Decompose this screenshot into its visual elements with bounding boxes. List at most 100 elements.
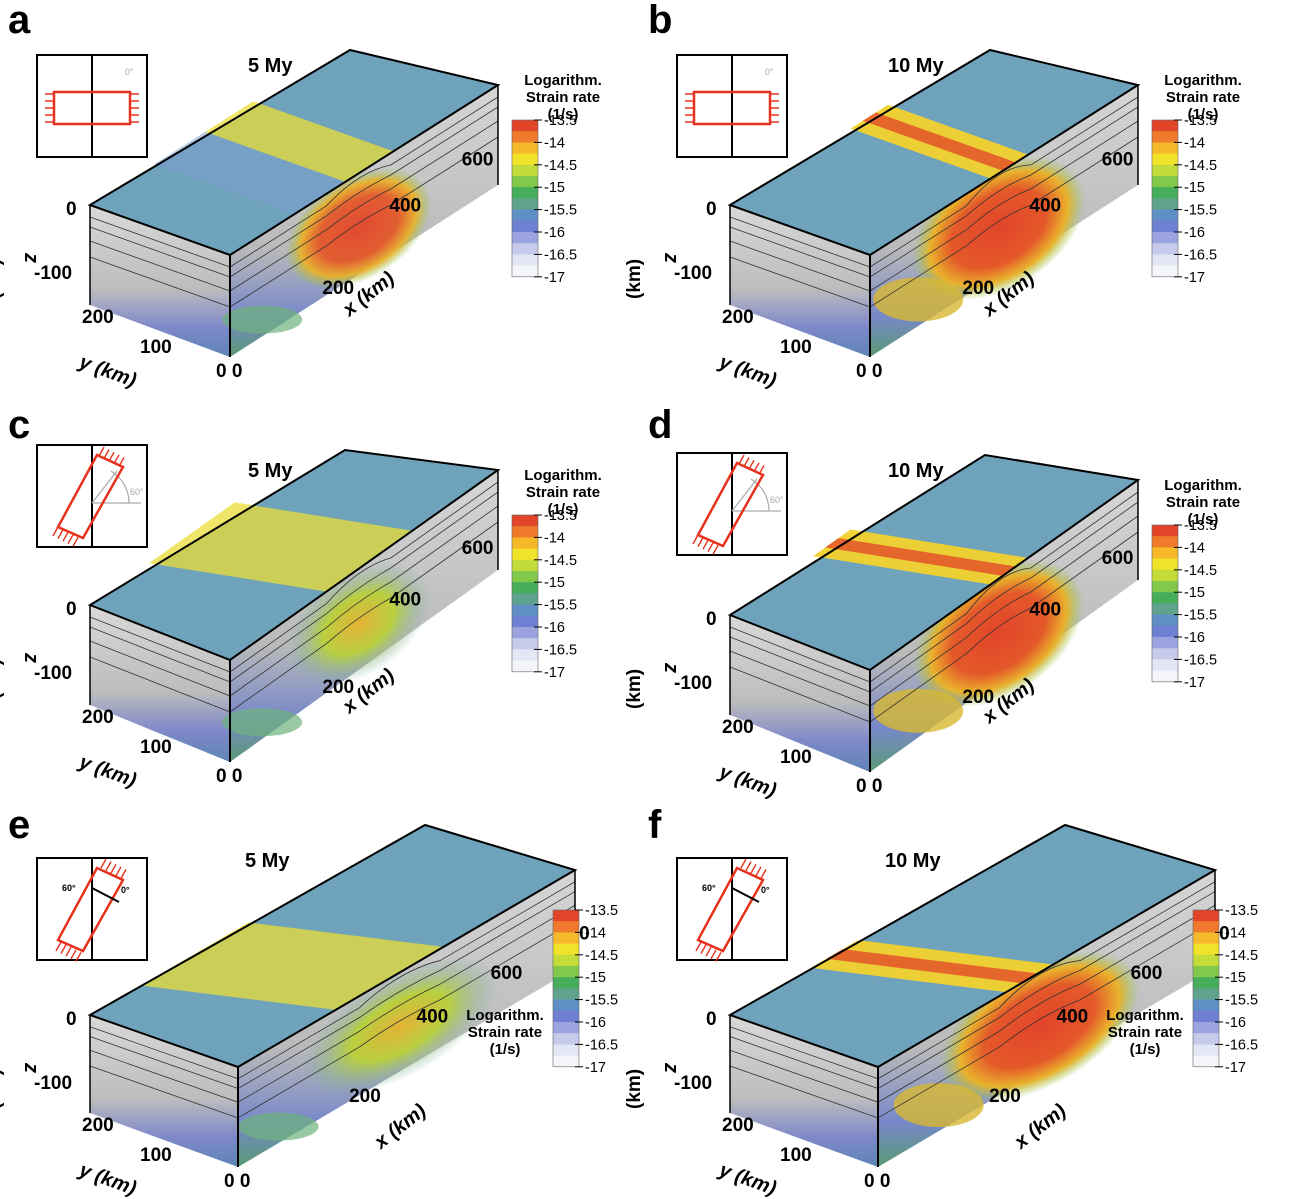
z-tick-label: 0 <box>706 199 717 220</box>
layer-line-front <box>229 96 499 268</box>
colorbar-swatch <box>1152 232 1178 244</box>
block-side-face <box>730 615 870 772</box>
colorbar-swatch <box>553 910 579 922</box>
colorbar-swatch <box>1152 209 1178 222</box>
inset-hatch <box>67 534 74 545</box>
z-tick-label: -100 <box>34 263 72 284</box>
z-axis-unit: (km) <box>624 669 645 709</box>
panel-e: e5 My800600400200x (km)0-100z(km)200100y… <box>0 803 618 1199</box>
layer-line-front <box>229 505 499 697</box>
layer-line-side <box>729 226 871 278</box>
strain-band-core <box>825 538 1016 576</box>
inset-hatch <box>57 529 64 539</box>
y-tick-label: 200 <box>82 307 114 328</box>
inset-hatch <box>758 465 765 475</box>
colorbar-swatch <box>1152 648 1178 660</box>
z-axis-unit: (km) <box>0 259 5 299</box>
colorbar-tick-label: -16.5 <box>1225 1037 1258 1053</box>
layer-line-front <box>877 920 1216 1119</box>
layer-line-side <box>729 636 871 693</box>
colorbar-tick-label: -14 <box>585 925 606 941</box>
layer-line-front <box>869 106 1139 278</box>
inset-angle-label-2: 0° <box>121 885 130 895</box>
panel-time-title: 10 My <box>888 55 944 77</box>
layer-line-side <box>729 1049 879 1103</box>
layer-line-front <box>869 136 1139 308</box>
colorbar-swatch <box>553 1055 579 1068</box>
inset-hatch <box>710 949 717 960</box>
colorbar-tick-label: -13.5 <box>544 508 577 524</box>
inset-angle-label: 60° <box>770 495 784 505</box>
colorbar-swatch <box>512 537 538 549</box>
colorbar-swatch <box>512 254 538 266</box>
colorbar-swatch <box>553 977 579 989</box>
colorbar-swatch <box>1152 592 1178 604</box>
colorbar-tick-label: -16.5 <box>1184 652 1217 668</box>
colorbar-title-line: Strain rate <box>1166 89 1240 106</box>
layer-line-front <box>869 120 1139 292</box>
z-tick-label: 0 <box>66 599 77 620</box>
inset-angle-label: 0° <box>125 67 134 77</box>
colorbar-swatch <box>512 604 538 617</box>
inset-hatch <box>692 534 699 545</box>
colorbar-tick-label: -16 <box>585 1015 606 1031</box>
panel-time-title: 5 My <box>245 850 290 872</box>
y-tick-label: 100 <box>780 747 812 768</box>
colorbar-tick-label: -15.5 <box>544 598 577 614</box>
panel-letter: a <box>8 0 31 42</box>
panel-time-title: 5 My <box>248 55 293 77</box>
colorbar-swatch <box>1152 254 1178 266</box>
colorbar-swatch <box>1152 670 1178 683</box>
layer-line-front <box>877 881 1216 1080</box>
x-tick-label: 600 <box>491 963 523 984</box>
inset-model-box <box>696 866 765 953</box>
z-tick-label: 0 <box>706 609 717 630</box>
colorbar-title-line: Strain rate <box>1108 1024 1182 1041</box>
layer-line-side <box>89 216 231 268</box>
colorbar-swatch <box>1152 131 1178 143</box>
green-zone <box>238 1112 319 1141</box>
colorbar-title-line: Logarithm. <box>1106 1007 1184 1024</box>
inset-angle-arc <box>110 470 130 504</box>
x-tick-label: 600 <box>462 538 494 559</box>
x-tick-label: 600 <box>462 150 494 171</box>
layer-line-side <box>89 1065 239 1119</box>
colorbar-tick-label: -14 <box>1225 925 1246 941</box>
y-tick-label: 100 <box>780 337 812 358</box>
colorbar-swatch <box>1152 187 1178 199</box>
colorbar-swatch <box>512 649 538 661</box>
inset-angle-label: 60° <box>702 883 716 893</box>
colorbar-tick-label: -15.5 <box>544 203 577 219</box>
colorbar-tick-label: -16 <box>544 620 565 636</box>
colorbar-swatch <box>512 660 538 673</box>
colorbar-tick-label: -14.5 <box>544 553 577 569</box>
block-side-face <box>730 1015 878 1167</box>
colorbar-swatch <box>1152 558 1178 571</box>
panel-letter: b <box>648 0 672 42</box>
inset-hatch <box>760 869 767 879</box>
inset-angle-label: 60° <box>62 883 76 893</box>
z-tick-label: -100 <box>674 263 712 284</box>
colorbar-tick-label: -15.5 <box>1184 203 1217 219</box>
colorbar-tick-label: -14.5 <box>544 158 577 174</box>
colorbar-swatch <box>1193 966 1219 978</box>
setup-inset: 0° <box>676 54 788 158</box>
colorbar-swatch <box>512 615 538 628</box>
blue-zone-top <box>154 131 346 215</box>
layer-line-front <box>869 491 1139 683</box>
layer-line-side <box>729 240 871 292</box>
y-tick-label: 200 <box>722 307 754 328</box>
inset-hatch <box>700 944 707 954</box>
z-tick-label: 0 <box>66 1009 77 1030</box>
inset-hatch <box>740 858 747 869</box>
colorbar-tick-label: -16 <box>1225 1015 1246 1031</box>
layer-line-front <box>237 881 576 1080</box>
block-side-face <box>90 605 230 762</box>
panel-letter: e <box>8 803 30 847</box>
x-axis-label: x (km) <box>370 1100 431 1154</box>
